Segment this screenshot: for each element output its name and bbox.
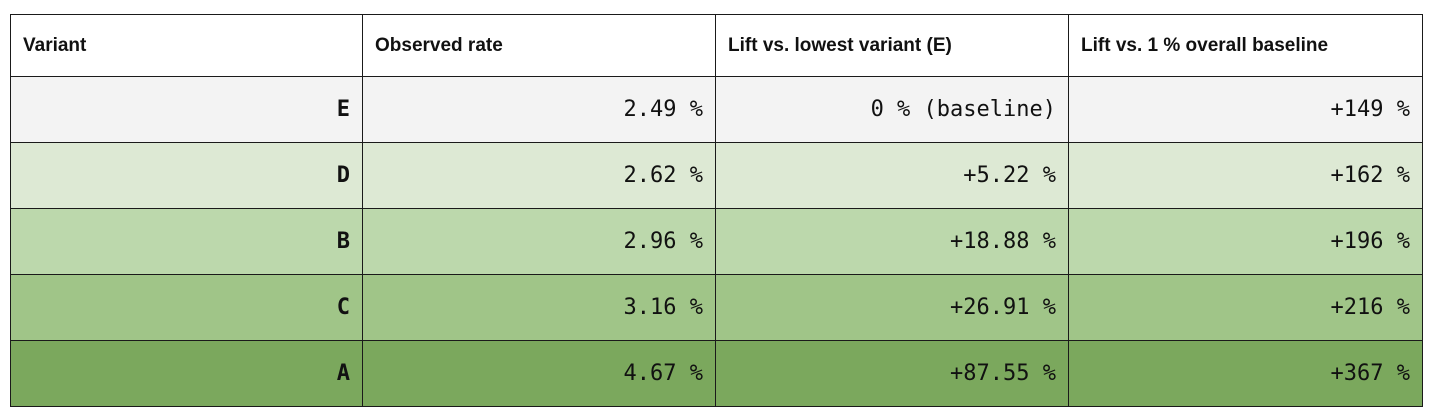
- header-row: Variant Observed rate Lift vs. lowest va…: [10, 14, 1423, 77]
- table-header: Variant Observed rate Lift vs. lowest va…: [10, 14, 1423, 77]
- cell-observed-rate: 2.96 %: [362, 208, 716, 275]
- cell-lift-vs-lowest: 0 % (baseline): [715, 76, 1069, 143]
- header-variant: Variant: [10, 14, 363, 77]
- cell-lift-vs-lowest: +26.91 %: [715, 274, 1069, 341]
- header-lift-vs-lowest: Lift vs. lowest variant (E): [715, 14, 1069, 77]
- cell-lift-vs-baseline: +216 %: [1068, 274, 1423, 341]
- table-row: B 2.96 % +18.88 % +196 %: [10, 208, 1423, 275]
- cell-lift-vs-lowest: +5.22 %: [715, 142, 1069, 209]
- variant-results-table: Variant Observed rate Lift vs. lowest va…: [10, 14, 1423, 407]
- cell-observed-rate: 4.67 %: [362, 340, 716, 407]
- cell-lift-vs-lowest: +18.88 %: [715, 208, 1069, 275]
- cell-variant: D: [10, 142, 363, 209]
- table-row: A 4.67 % +87.55 % +367 %: [10, 340, 1423, 407]
- cell-lift-vs-baseline: +196 %: [1068, 208, 1423, 275]
- table-row: C 3.16 % +26.91 % +216 %: [10, 274, 1423, 341]
- cell-variant: C: [10, 274, 363, 341]
- cell-observed-rate: 3.16 %: [362, 274, 716, 341]
- table-body: E 2.49 % 0 % (baseline) +149 % D 2.62 % …: [10, 76, 1423, 407]
- cell-lift-vs-baseline: +367 %: [1068, 340, 1423, 407]
- cell-variant: E: [10, 76, 363, 143]
- header-observed-rate: Observed rate: [362, 14, 716, 77]
- cell-variant: A: [10, 340, 363, 407]
- cell-observed-rate: 2.62 %: [362, 142, 716, 209]
- cell-lift-vs-baseline: +162 %: [1068, 142, 1423, 209]
- results-table-container: Variant Observed rate Lift vs. lowest va…: [10, 14, 1423, 407]
- cell-lift-vs-baseline: +149 %: [1068, 76, 1423, 143]
- cell-lift-vs-lowest: +87.55 %: [715, 340, 1069, 407]
- table-row: E 2.49 % 0 % (baseline) +149 %: [10, 76, 1423, 143]
- cell-variant: B: [10, 208, 363, 275]
- cell-observed-rate: 2.49 %: [362, 76, 716, 143]
- table-row: D 2.62 % +5.22 % +162 %: [10, 142, 1423, 209]
- header-lift-vs-baseline: Lift vs. 1 % overall baseline: [1068, 14, 1423, 77]
